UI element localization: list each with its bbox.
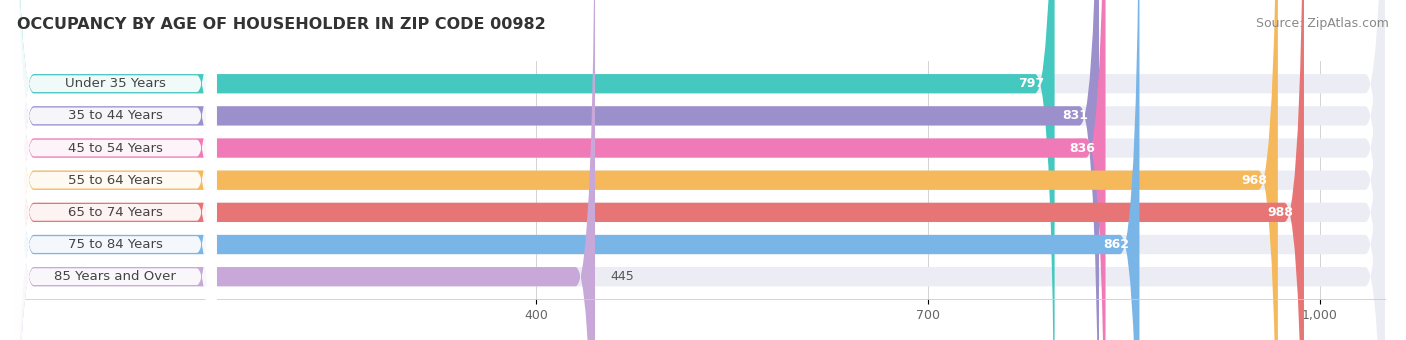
- FancyBboxPatch shape: [14, 0, 1385, 340]
- FancyBboxPatch shape: [14, 0, 217, 340]
- FancyBboxPatch shape: [14, 0, 217, 340]
- Text: 75 to 84 Years: 75 to 84 Years: [67, 238, 163, 251]
- FancyBboxPatch shape: [14, 0, 1303, 340]
- FancyBboxPatch shape: [14, 0, 217, 340]
- FancyBboxPatch shape: [14, 0, 217, 340]
- Text: 65 to 74 Years: 65 to 74 Years: [67, 206, 163, 219]
- FancyBboxPatch shape: [14, 0, 217, 340]
- FancyBboxPatch shape: [14, 0, 217, 340]
- FancyBboxPatch shape: [14, 0, 1105, 340]
- Text: 55 to 64 Years: 55 to 64 Years: [67, 174, 163, 187]
- FancyBboxPatch shape: [14, 0, 1385, 340]
- Text: 797: 797: [1018, 77, 1045, 90]
- FancyBboxPatch shape: [14, 0, 1385, 340]
- FancyBboxPatch shape: [14, 0, 595, 340]
- FancyBboxPatch shape: [14, 0, 1278, 340]
- Text: 968: 968: [1241, 174, 1267, 187]
- FancyBboxPatch shape: [14, 0, 1385, 340]
- Text: Source: ZipAtlas.com: Source: ZipAtlas.com: [1256, 17, 1389, 30]
- Text: 836: 836: [1069, 141, 1095, 155]
- FancyBboxPatch shape: [14, 0, 217, 340]
- Text: 45 to 54 Years: 45 to 54 Years: [67, 141, 163, 155]
- FancyBboxPatch shape: [14, 0, 1054, 340]
- Text: 445: 445: [610, 270, 634, 283]
- Text: 862: 862: [1104, 238, 1129, 251]
- FancyBboxPatch shape: [14, 0, 1385, 340]
- FancyBboxPatch shape: [14, 0, 1139, 340]
- Text: 988: 988: [1268, 206, 1294, 219]
- Text: 831: 831: [1063, 109, 1088, 122]
- FancyBboxPatch shape: [14, 0, 1385, 340]
- Text: 35 to 44 Years: 35 to 44 Years: [67, 109, 163, 122]
- Text: Under 35 Years: Under 35 Years: [65, 77, 166, 90]
- FancyBboxPatch shape: [14, 0, 1099, 340]
- Text: OCCUPANCY BY AGE OF HOUSEHOLDER IN ZIP CODE 00982: OCCUPANCY BY AGE OF HOUSEHOLDER IN ZIP C…: [17, 17, 546, 32]
- FancyBboxPatch shape: [14, 0, 1385, 340]
- Text: 85 Years and Over: 85 Years and Over: [55, 270, 176, 283]
